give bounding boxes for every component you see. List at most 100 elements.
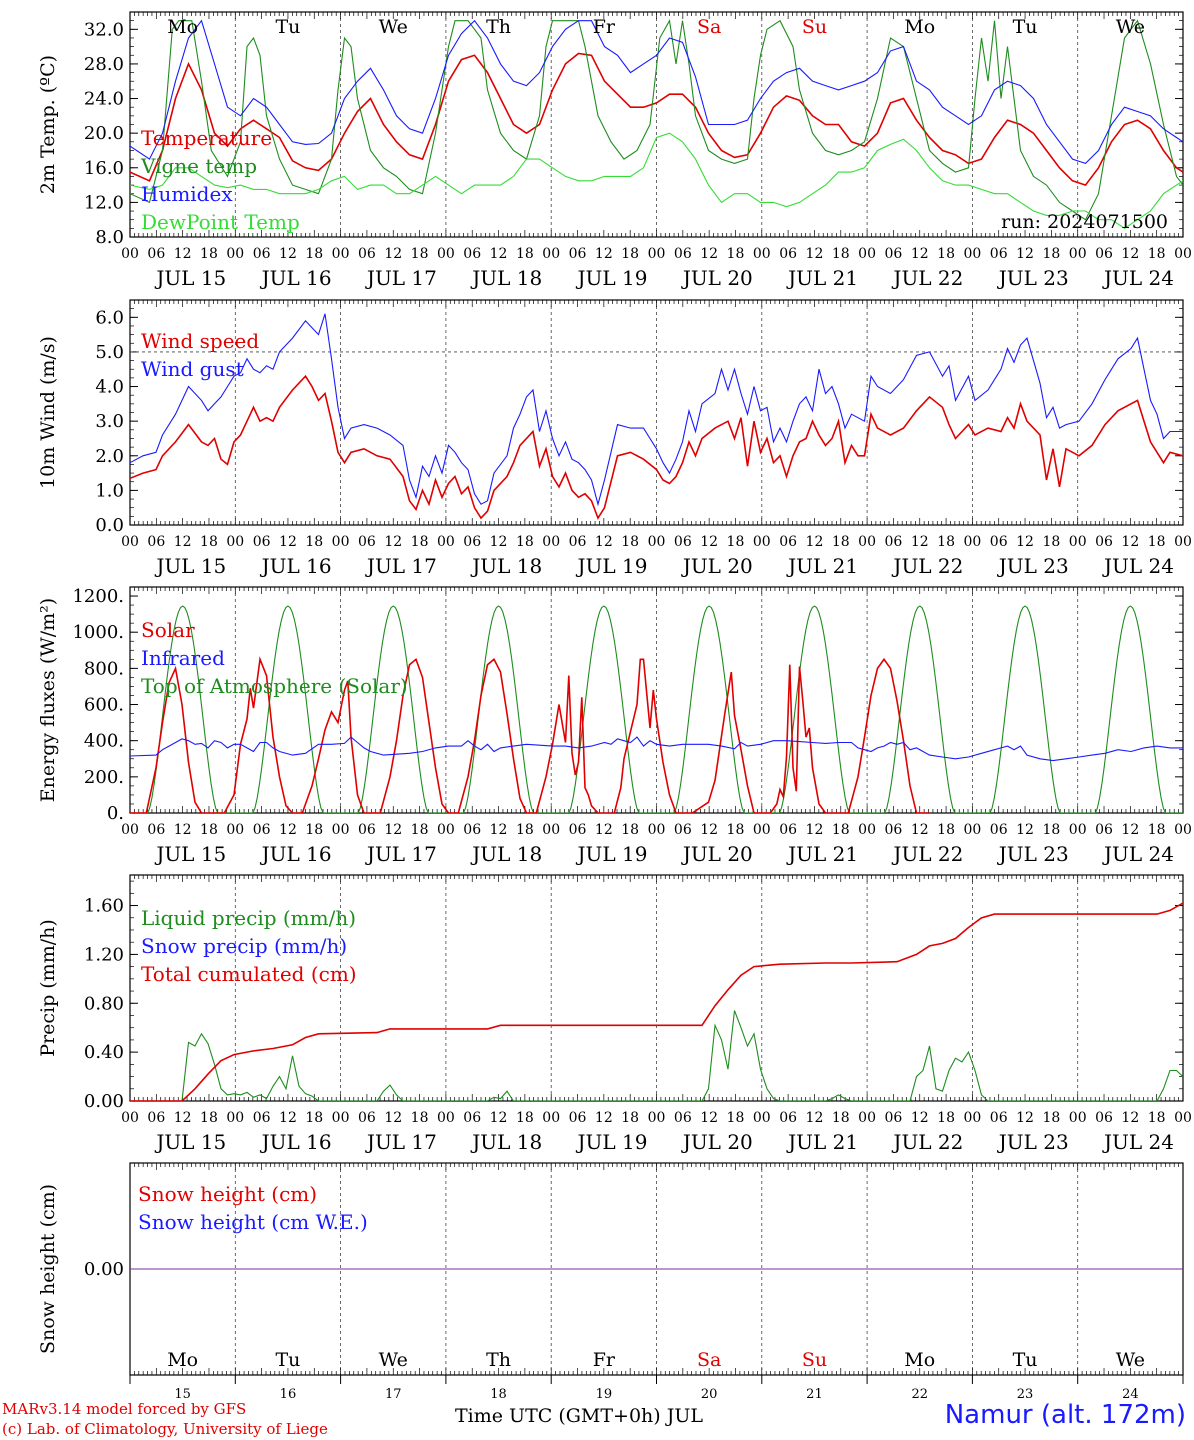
date-label: JUL 15 xyxy=(154,554,226,578)
hour-tick-label: 18 xyxy=(727,822,745,838)
hour-tick-label: 06 xyxy=(463,534,481,550)
hour-tick-label: 12 xyxy=(384,246,402,262)
day-number: 22 xyxy=(911,1387,928,1402)
date-label: JUL 18 xyxy=(470,554,542,578)
hour-tick-label: 12 xyxy=(595,1110,613,1126)
hour-tick-label: 18 xyxy=(832,822,850,838)
hour-tick-label: 00 xyxy=(858,246,876,262)
y-tick-label: 1000. xyxy=(72,622,124,643)
y-tick-label: 8.0 xyxy=(95,227,124,248)
hour-tick-label: 12 xyxy=(174,246,192,262)
hour-tick-label: 00 xyxy=(226,822,244,838)
panel-4 xyxy=(129,874,1184,1102)
hour-tick-label: 12 xyxy=(490,534,508,550)
day-number: 19 xyxy=(596,1387,613,1402)
hour-tick-label: 18 xyxy=(200,1110,218,1126)
day-name: Th xyxy=(486,16,511,38)
hour-tick-label: 00 xyxy=(648,246,666,262)
hour-tick-label: 12 xyxy=(1121,1110,1139,1126)
date-label: JUL 17 xyxy=(365,1130,437,1154)
infrared-line xyxy=(130,736,1183,762)
y-tick-label: 3.0 xyxy=(95,411,124,432)
hour-tick-label: 00 xyxy=(1069,534,1087,550)
date-label: JUL 16 xyxy=(260,1130,332,1154)
hour-tick-label: 06 xyxy=(1095,1110,1113,1126)
hour-tick-label: 18 xyxy=(1148,822,1166,838)
hour-tick-label: 18 xyxy=(411,822,429,838)
date-label: JUL 20 xyxy=(681,1130,753,1154)
y-axis-label: Energy fluxes (W/m²) xyxy=(37,598,59,802)
day-name: Tu xyxy=(275,16,300,38)
hour-tick-label: 12 xyxy=(490,1110,508,1126)
hour-tick-label: 18 xyxy=(200,822,218,838)
hour-tick-label: 06 xyxy=(674,534,692,550)
credit-lab: (c) Lab. of Climatology, University of L… xyxy=(2,1420,328,1438)
hour-tick-label: 12 xyxy=(490,822,508,838)
hour-tick-label: 06 xyxy=(779,1110,797,1126)
hour-tick-label: 12 xyxy=(595,534,613,550)
hour-tick-label: 18 xyxy=(1042,1110,1060,1126)
hour-tick-label: 06 xyxy=(885,534,903,550)
hour-tick-label: 00 xyxy=(437,1110,455,1126)
hour-tick-label: 00 xyxy=(121,822,139,838)
y-tick-label: 400. xyxy=(84,731,124,752)
hour-tick-label: 12 xyxy=(911,822,929,838)
day-number: 17 xyxy=(385,1387,402,1402)
hour-tick-label: 18 xyxy=(516,822,534,838)
hour-tick-label: 12 xyxy=(174,534,192,550)
y-tick-label: 0.0 xyxy=(95,515,124,536)
y-tick-label: 0.40 xyxy=(84,1042,124,1063)
hour-tick-label: 06 xyxy=(358,822,376,838)
hour-tick-label: 12 xyxy=(595,246,613,262)
day-name: We xyxy=(379,16,408,38)
date-label: JUL 15 xyxy=(154,842,226,866)
y-tick-label: 1200. xyxy=(72,586,124,607)
day-name-bottom: Tu xyxy=(1013,1349,1038,1371)
hour-tick-label: 06 xyxy=(674,1110,692,1126)
hour-tick-label: 06 xyxy=(463,246,481,262)
hour-tick-label: 06 xyxy=(779,534,797,550)
y-tick-label: 4.0 xyxy=(95,377,124,398)
y-tick-label: 1.60 xyxy=(84,896,124,917)
credit-model: MARv3.14 model forced by GFS xyxy=(2,1400,247,1418)
y-tick-label: 6.0 xyxy=(95,307,124,328)
day-number: 18 xyxy=(490,1387,507,1402)
day-name-bottom: Mo xyxy=(167,1349,198,1371)
hour-tick-label: 00 xyxy=(858,534,876,550)
toa-solar-line xyxy=(130,605,1183,813)
run-label: run: 2024071500 xyxy=(1001,211,1168,233)
legend-entry: Snow precip (mm/h) xyxy=(141,934,347,958)
y-axis-label: 2m Temp. (ºC) xyxy=(37,55,59,194)
wind-gust-line xyxy=(130,313,1183,507)
day-name: Sa xyxy=(697,16,721,38)
y-tick-label: 800. xyxy=(84,658,124,679)
hour-tick-label: 12 xyxy=(1121,822,1139,838)
date-label: JUL 18 xyxy=(470,842,542,866)
hour-tick-label: 18 xyxy=(411,534,429,550)
wind-speed-line xyxy=(130,374,1183,520)
hour-tick-label: 12 xyxy=(595,822,613,838)
hour-tick-label: 06 xyxy=(147,1110,165,1126)
legend-entry: Wind gust xyxy=(141,357,244,381)
y-tick-label: 1.20 xyxy=(84,944,124,965)
hour-tick-label: 00 xyxy=(648,1110,666,1126)
hour-tick-label: 06 xyxy=(463,822,481,838)
hour-tick-label: 18 xyxy=(1042,246,1060,262)
hour-tick-label: 12 xyxy=(174,822,192,838)
hour-tick-label: 18 xyxy=(200,246,218,262)
legend-entry: Top of Atmosphere (Solar) xyxy=(141,674,408,698)
hour-tick-label: 00 xyxy=(753,534,771,550)
y-tick-label: 0. xyxy=(107,803,124,824)
hour-tick-label: 06 xyxy=(358,1110,376,1126)
hour-tick-label: 12 xyxy=(384,534,402,550)
hour-tick-label: 18 xyxy=(832,534,850,550)
hour-tick-label: 12 xyxy=(384,1110,402,1126)
date-label: JUL 22 xyxy=(891,266,963,290)
date-label: JUL 19 xyxy=(576,266,648,290)
hour-tick-label: 06 xyxy=(674,822,692,838)
hour-tick-label: 06 xyxy=(1095,246,1113,262)
legend-entry: Total cumulated (cm) xyxy=(141,962,357,986)
day-name: Tu xyxy=(1013,16,1038,38)
hour-tick-label: 06 xyxy=(569,1110,587,1126)
date-label: JUL 22 xyxy=(891,842,963,866)
